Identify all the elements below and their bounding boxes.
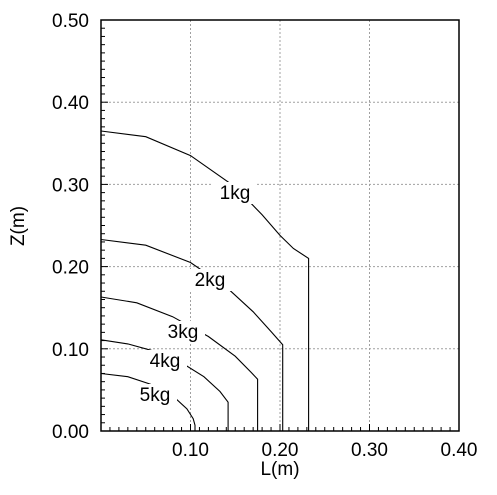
x-tick-label: 0.30 <box>351 440 388 461</box>
contour-label-bg <box>188 269 232 291</box>
contour-labels: 1kg 2kg 3kg 4kg 5kg <box>133 182 257 406</box>
y-axis-label: Z(m) <box>8 206 29 246</box>
y-tick-label: 0.40 <box>52 93 89 114</box>
contour-line-4kg <box>100 339 229 431</box>
y-tick-label: 0.30 <box>52 175 89 196</box>
contour-label-bg <box>143 350 187 372</box>
contour-label-1kg: 1kg <box>220 183 251 204</box>
contour-label-4kg: 4kg <box>150 351 181 372</box>
x-axis-label: L(m) <box>260 459 299 480</box>
plot-frame <box>100 19 460 432</box>
contour-label-3kg: 3kg <box>168 322 199 343</box>
tick-labels: 0.10 0.20 0.30 0.40 0.00 0.10 0.20 0.30 0.40 0.50 <box>52 11 477 461</box>
x-tick-label: 0.40 <box>441 440 478 461</box>
y-tick-label: 0.10 <box>52 340 89 361</box>
grid <box>101 20 459 431</box>
x-tick-label: 0.20 <box>262 440 299 461</box>
contour-line-2kg <box>100 238 284 431</box>
x-tick-label: 0.10 <box>172 440 209 461</box>
contour-label-5kg: 5kg <box>140 385 171 406</box>
y-tick-label: 0.50 <box>52 11 89 32</box>
contour-label-2kg: 2kg <box>195 270 226 291</box>
contour-label-bg <box>213 182 257 204</box>
contour-lines <box>100 130 310 431</box>
y-tick-label: 0.00 <box>52 422 89 443</box>
contour-line-3kg <box>100 296 259 431</box>
contour-label-bg <box>133 384 177 406</box>
contour-label-bg <box>161 321 205 343</box>
y-tick-label: 0.20 <box>52 258 89 279</box>
contour-line-5kg <box>100 372 196 431</box>
contour-line-1kg <box>100 130 310 431</box>
